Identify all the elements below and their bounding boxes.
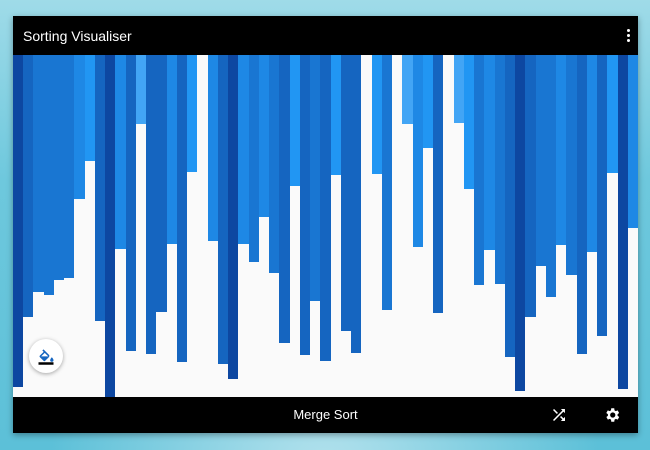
- sort-bar: [505, 55, 515, 357]
- sort-bar: [105, 55, 115, 397]
- sort-bar: [167, 55, 177, 244]
- sort-bar: [474, 55, 484, 285]
- app-window: Sorting Visualiser Merge Sort: [13, 16, 638, 433]
- sort-bar: [402, 55, 413, 124]
- sort-bar: [300, 55, 310, 355]
- sort-bar: [54, 55, 64, 280]
- sort-bar: [33, 55, 44, 292]
- sort-bar: [433, 55, 443, 313]
- shuffle-icon: [553, 409, 565, 421]
- sort-bar: [156, 55, 167, 312]
- color-fab-button[interactable]: [29, 339, 63, 373]
- sort-bar: [546, 55, 556, 297]
- sort-bar: [290, 55, 300, 186]
- sort-bar: [44, 55, 54, 295]
- sort-bar: [413, 55, 423, 247]
- sort-bar: [607, 55, 618, 173]
- sort-bar: [218, 55, 228, 364]
- sort-bar: [146, 55, 156, 354]
- sort-bar: [259, 55, 269, 217]
- sort-bar: [13, 55, 23, 387]
- sort-bar: [351, 55, 361, 353]
- sort-bar: [208, 55, 218, 241]
- sort-bar: [577, 55, 587, 354]
- sort-bar: [279, 55, 290, 343]
- sort-bar: [454, 55, 464, 123]
- sort-bar: [618, 55, 628, 389]
- sort-bar: [515, 55, 525, 391]
- sort-bar: [249, 55, 259, 262]
- app-title: Sorting Visualiser: [23, 27, 132, 44]
- algorithm-selector[interactable]: Merge Sort: [293, 407, 358, 422]
- more-vert-icon[interactable]: [622, 25, 634, 45]
- settings-button[interactable]: [603, 406, 621, 424]
- sort-bar: [331, 55, 341, 175]
- sort-bar: [85, 55, 95, 161]
- sort-bar: [495, 55, 505, 284]
- sort-bar: [525, 55, 536, 317]
- sort-bar: [587, 55, 597, 252]
- sort-bar: [23, 55, 33, 317]
- sort-bar: [95, 55, 105, 321]
- sort-bar: [126, 55, 136, 351]
- sort-bar: [464, 55, 474, 189]
- sort-bar: [556, 55, 566, 245]
- sort-bar: [115, 55, 126, 249]
- paint-bucket-icon: [38, 349, 54, 365]
- sort-bar: [566, 55, 577, 275]
- sort-bar: [177, 55, 187, 362]
- sort-bar: [136, 55, 146, 124]
- sort-bar: [228, 55, 238, 379]
- bottom-bar: Merge Sort: [13, 397, 638, 433]
- sort-bar: [187, 55, 197, 172]
- sort-bar: [269, 55, 279, 273]
- gear-icon: [606, 408, 620, 422]
- sort-bar: [320, 55, 331, 361]
- sort-bar: [536, 55, 546, 266]
- bar-visualisation: [13, 55, 638, 397]
- sort-bar: [423, 55, 433, 148]
- app-bar: Sorting Visualiser: [13, 16, 638, 55]
- sort-bar: [382, 55, 392, 310]
- sort-bar: [628, 55, 638, 228]
- sort-bar: [74, 55, 85, 199]
- sort-bar: [238, 55, 249, 244]
- sort-bar: [597, 55, 607, 336]
- sort-bar: [310, 55, 320, 301]
- sort-bar: [341, 55, 351, 331]
- sort-bar: [372, 55, 382, 174]
- shuffle-button[interactable]: [550, 406, 568, 424]
- sort-bar: [64, 55, 74, 278]
- sort-bar: [484, 55, 495, 250]
